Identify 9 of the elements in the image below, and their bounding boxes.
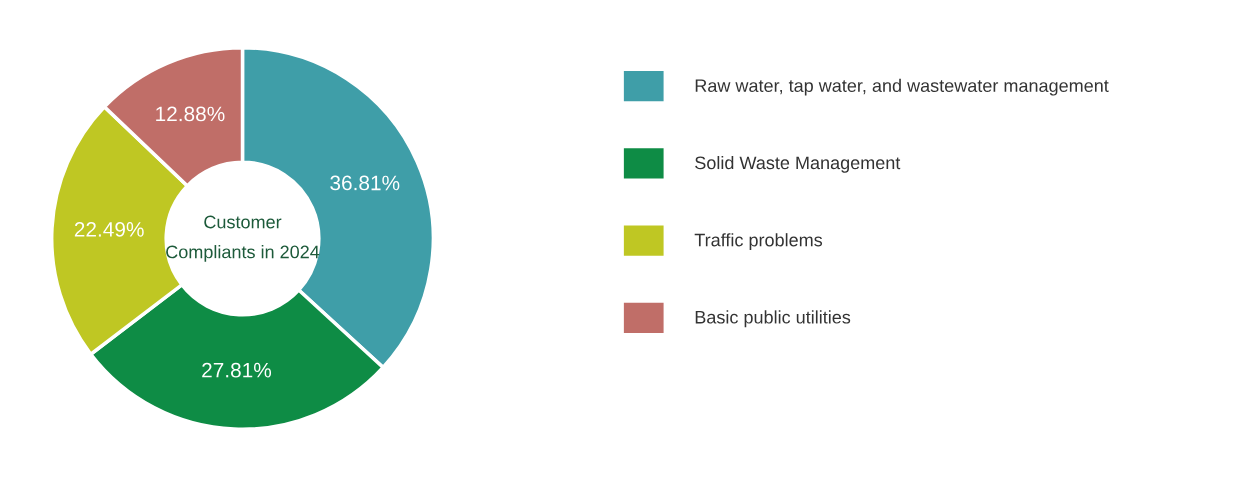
legend-label: Solid Waste Management — [695, 155, 901, 173]
legend-label: Traffic problems — [694, 233, 823, 250]
data-label: 22.49% — [74, 222, 144, 237]
data-label: 36.81% — [330, 175, 400, 191]
text: Customer Compliants in 2024 — [166, 215, 320, 262]
legend-label: Raw water, tap water, and wastewater management — [695, 78, 1109, 96]
data-label: 27.81% — [202, 362, 272, 378]
data-label: 12.88% — [156, 106, 225, 122]
legend-label: Basic public utilities — [695, 310, 851, 328]
